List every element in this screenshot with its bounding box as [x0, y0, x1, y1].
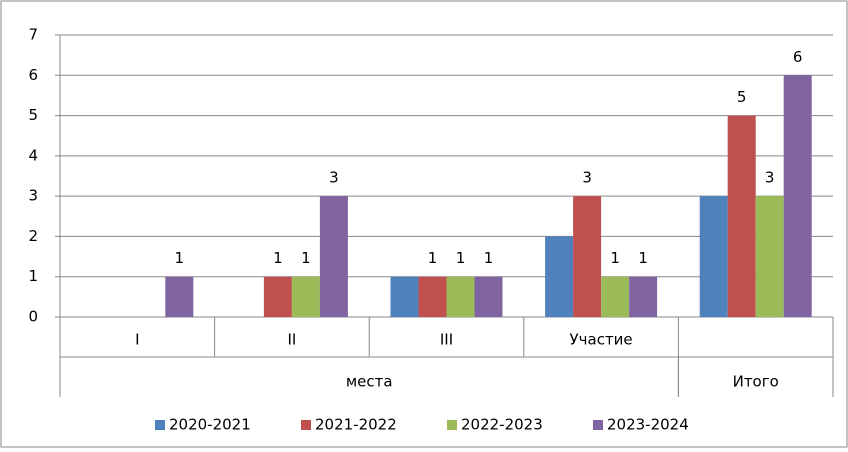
legend-label: 2021-2022: [315, 416, 397, 434]
legend-label: 2023-2024: [607, 416, 689, 434]
legend-swatch: [301, 420, 311, 430]
bar: [165, 276, 194, 317]
data-label: 1: [484, 249, 494, 267]
data-label: 1: [273, 249, 283, 267]
bar: [755, 196, 784, 317]
data-label: 5: [737, 88, 747, 106]
legend-label: 2020-2021: [169, 416, 251, 434]
data-label: 1: [456, 249, 466, 267]
legend-label: 2022-2023: [461, 416, 543, 434]
bar: [573, 196, 602, 317]
data-label: 3: [582, 169, 592, 187]
bar: [474, 276, 503, 317]
data-label: 1: [175, 249, 185, 267]
x-tick-label: III: [440, 331, 453, 349]
legend-swatch: [593, 420, 603, 430]
bar: [263, 276, 292, 317]
bar: [783, 75, 812, 318]
group-label: места: [346, 373, 393, 391]
x-tick-label: Участие: [570, 331, 633, 349]
bar: [390, 276, 419, 317]
x-tick-label: II: [287, 331, 296, 349]
bar: [446, 276, 475, 317]
bar: [418, 276, 447, 317]
x-tick-label: I: [135, 331, 139, 349]
y-tick-label: 7: [28, 26, 38, 44]
data-label: 1: [610, 249, 620, 267]
y-tick-label: 2: [28, 227, 38, 245]
data-label: 6: [793, 48, 803, 66]
data-label: 3: [765, 169, 775, 187]
data-label: 1: [638, 249, 648, 267]
data-label: 1: [428, 249, 438, 267]
group-label: Итого: [733, 373, 779, 391]
bar: [601, 276, 630, 317]
y-tick-label: 5: [28, 106, 38, 124]
bar: [319, 196, 348, 317]
data-label: 1: [301, 249, 311, 267]
y-tick-label: 6: [28, 66, 38, 84]
bar: [545, 236, 574, 317]
bar: [699, 196, 728, 317]
bar: [291, 276, 320, 317]
legend-swatch: [447, 420, 457, 430]
y-tick-label: 0: [28, 308, 38, 326]
bar: [629, 276, 658, 317]
y-tick-label: 4: [28, 146, 38, 164]
y-tick-label: 3: [28, 187, 38, 205]
legend-swatch: [155, 420, 165, 430]
y-tick-label: 1: [28, 267, 38, 285]
bar: [727, 115, 756, 317]
data-label: 3: [329, 169, 339, 187]
